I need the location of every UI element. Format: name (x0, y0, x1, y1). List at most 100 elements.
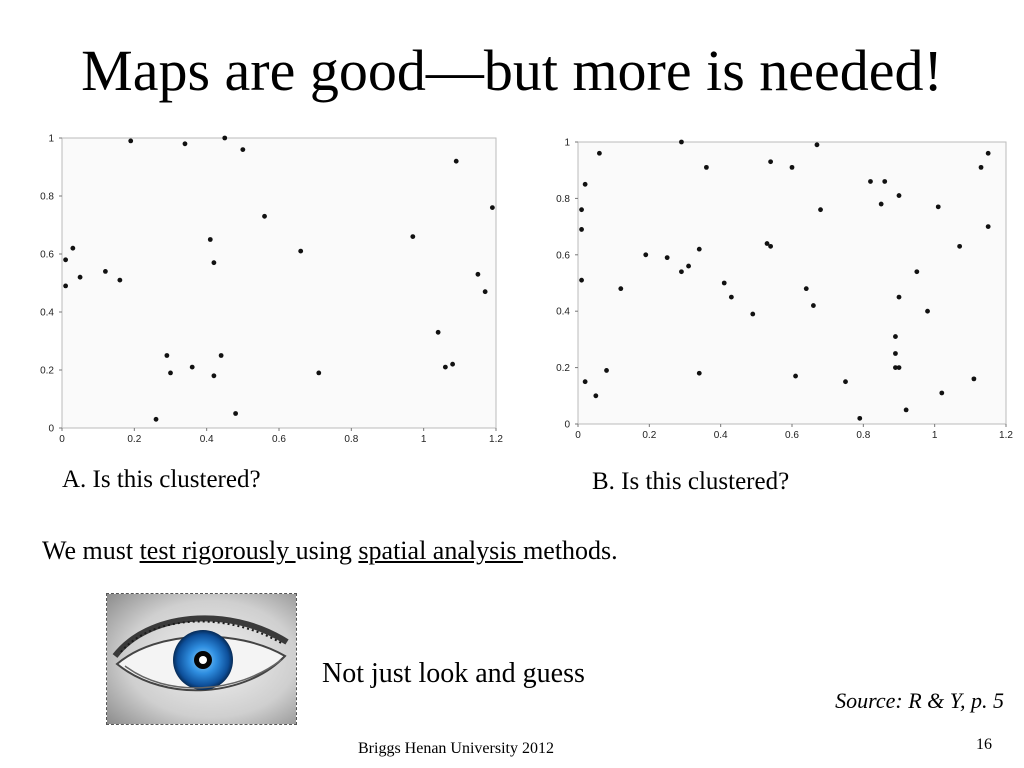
eye-icon (107, 594, 296, 724)
data-point (189, 364, 195, 370)
source-citation: Source: R & Y, p. 5 (835, 688, 1004, 713)
x-tick-label: 0.8 (856, 430, 870, 441)
y-tick-label: 0 (48, 424, 54, 435)
x-tick-label: 0.4 (714, 430, 728, 441)
test-rigorously-link[interactable]: test rigorously (139, 536, 296, 565)
spatial-analysis-link[interactable]: spatial analysis (358, 536, 524, 565)
data-point (768, 243, 773, 249)
data-point (896, 294, 902, 300)
data-point (696, 370, 702, 376)
data-point (579, 227, 584, 232)
data-point (764, 241, 770, 246)
y-tick-label: 0.6 (40, 250, 54, 261)
data-point (971, 376, 977, 382)
data-point (211, 260, 217, 266)
caption-a: A. Is this clustered? (62, 466, 261, 493)
y-tick-label: 0.8 (556, 194, 570, 205)
data-point (896, 365, 902, 370)
data-point (240, 147, 246, 152)
data-point (579, 277, 584, 283)
data-point (435, 329, 441, 335)
data-point (679, 269, 684, 275)
data-point (579, 207, 584, 213)
plot-area (577, 141, 1007, 425)
data-point (728, 294, 734, 300)
y-tick-label: 0.4 (556, 307, 570, 318)
data-point (442, 364, 448, 370)
data-point (77, 274, 83, 280)
data-point (721, 280, 727, 286)
data-point (70, 245, 76, 251)
y-tick-label: 0.2 (556, 363, 570, 374)
data-point (814, 142, 820, 148)
data-point (316, 370, 322, 376)
data-point (914, 269, 920, 275)
x-tick-label: 0 (575, 430, 581, 441)
x-tick-label: 0.2 (642, 430, 656, 441)
data-point (893, 365, 898, 370)
eye-image (106, 593, 297, 725)
data-point (450, 361, 455, 367)
data-point (768, 159, 773, 165)
data-point (679, 139, 684, 145)
data-point (939, 390, 945, 396)
slide-title: Maps are good—but more is needed! (81, 38, 943, 103)
data-point (750, 311, 756, 317)
data-point (63, 283, 69, 289)
data-point (878, 201, 884, 207)
data-point (896, 193, 902, 198)
data-point (211, 373, 217, 379)
data-point (207, 237, 213, 242)
sentence-end: methods. (523, 536, 618, 565)
data-point (222, 135, 228, 141)
x-tick-label: 0.6 (785, 430, 799, 441)
data-point (597, 150, 602, 156)
y-tick-label: 1 (48, 134, 54, 145)
data-point (985, 224, 991, 229)
data-point (582, 181, 588, 187)
x-tick-label: 0.6 (272, 434, 286, 445)
y-tick-label: 0.6 (556, 250, 570, 261)
data-point (696, 246, 702, 252)
page-number: 16 (976, 736, 992, 753)
data-point (63, 257, 69, 263)
data-point (925, 308, 930, 314)
data-point (128, 138, 134, 144)
x-tick-label: 0.2 (127, 434, 141, 445)
data-point (818, 207, 823, 213)
data-point (482, 289, 488, 295)
data-point (978, 164, 984, 170)
data-point (643, 252, 649, 258)
data-point (803, 286, 809, 292)
scatter-plot-a: 0 0.2 0.4 0.6 0.8 1 1.2 0 0.2 0.4 0.6 0.8 1 (40, 134, 503, 446)
method-sentence: We must test rigorously using spatial an… (42, 536, 618, 566)
x-tick-label: 1.2 (999, 430, 1013, 441)
x-tick-label: 1 (932, 430, 938, 441)
y-tick-label: 1 (564, 138, 570, 149)
data-point (604, 368, 609, 373)
data-point (453, 158, 459, 164)
data-point (233, 411, 239, 416)
data-point (882, 179, 888, 184)
sentence-middle: using (295, 536, 359, 565)
data-point (618, 286, 624, 292)
data-point (410, 234, 416, 239)
data-point (168, 370, 173, 376)
data-point (298, 248, 304, 254)
x-tick-label: 0.8 (344, 434, 358, 445)
y-tick-label: 0.4 (40, 308, 54, 319)
x-tick-label: 1 (421, 434, 427, 445)
data-point (868, 179, 873, 184)
sentence-start: We must (42, 536, 140, 565)
footer-text: Briggs Henan University 2012 (358, 740, 554, 757)
x-tick-label: 1.2 (489, 434, 503, 445)
data-point (182, 141, 188, 147)
data-point (957, 243, 963, 249)
x-tick-label: 0.4 (200, 434, 214, 445)
y-tick-label: 0.8 (40, 192, 54, 203)
data-point (893, 351, 898, 356)
data-point (686, 263, 691, 269)
data-point (811, 303, 816, 308)
caption-b: B. Is this clustered? (592, 468, 790, 495)
y-tick-label: 0 (564, 420, 570, 431)
